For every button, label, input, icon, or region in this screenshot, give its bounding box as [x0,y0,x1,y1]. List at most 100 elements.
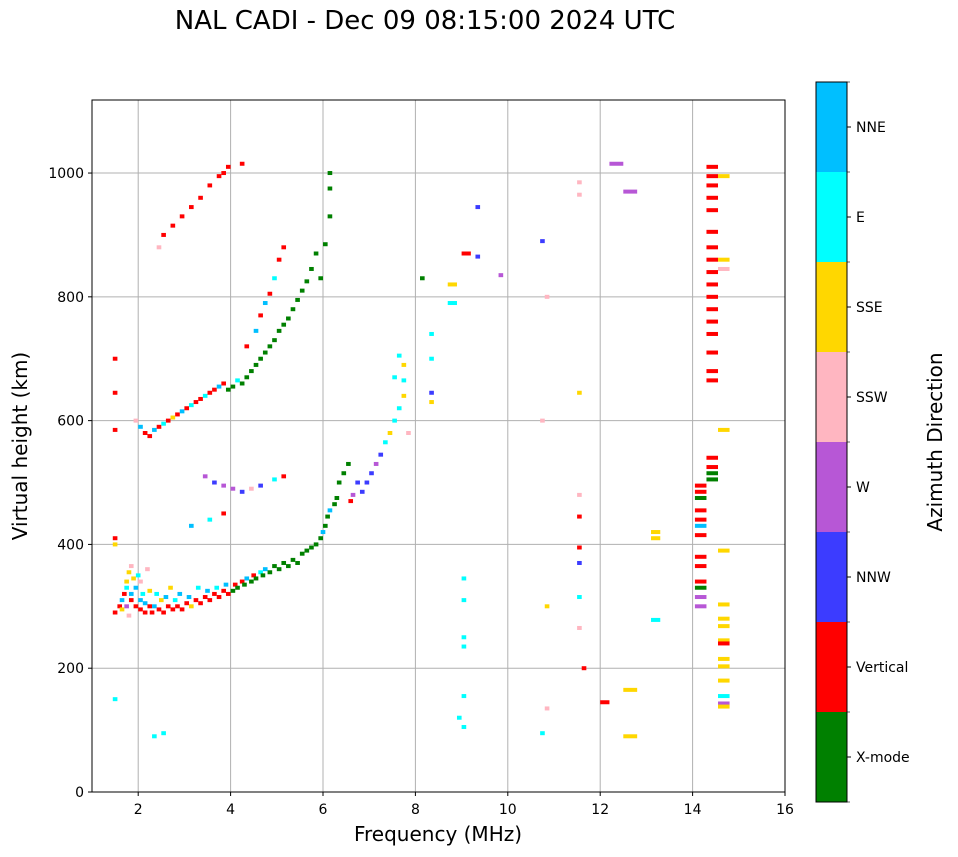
data-point-vertical [212,591,217,596]
data-point-sse [651,536,661,541]
data-point-x-mode [286,564,291,569]
data-point-x-mode [290,557,296,562]
data-point-w [373,461,379,466]
data-point-vertical [198,396,203,401]
data-point-nne [223,582,229,587]
data-point-vertical [216,174,222,179]
data-point-w [221,483,226,488]
data-point-e [154,591,159,596]
data-point-e [651,617,661,622]
data-point-sse [189,604,194,609]
data-point-sse [623,687,638,692]
data-point-ssw [577,625,582,630]
data-point-ssw [544,294,550,299]
data-point-ssw [540,418,545,423]
data-point-vertical [221,381,226,386]
data-point-vertical [706,208,719,213]
data-point-e [461,635,467,640]
data-point-e [272,477,277,482]
data-point-vertical [216,595,222,600]
data-point-vertical [221,511,226,516]
data-point-w [350,492,356,497]
data-point-vertical [694,483,707,488]
x-axis-ticks: 2 4 6 8 10 12 14 16 [134,792,794,818]
data-point-vertical [577,545,582,550]
data-point-x-mode [299,288,305,293]
data-point-x-mode [258,356,263,361]
colorbar-swatch-sse [816,262,847,352]
data-point-vertical [694,533,707,538]
data-point-e [214,585,220,590]
data-point-nne [216,384,222,389]
data-point-w [694,595,707,600]
data-point-x-mode [318,276,323,281]
data-point-vertical [170,607,176,612]
data-point-w [694,604,707,609]
data-point-sse [429,400,434,405]
data-point-vertical [694,554,707,559]
data-point-x-mode [327,214,333,219]
data-point-nne [152,604,157,609]
data-point-vertical [706,307,719,312]
data-point-x-mode [325,514,330,519]
data-point-sse [718,427,730,432]
data-point-vertical [244,344,250,349]
data-point-sse [651,530,661,535]
data-point-x-mode [262,350,268,355]
data-point-sse [131,576,136,581]
data-point-vertical [232,582,238,587]
data-point-nnw [355,480,360,485]
data-point-vertical [706,294,719,299]
data-point-x-mode [276,328,282,333]
y-tick-label: 400 [57,537,84,553]
data-point-e [401,378,407,383]
data-point-nnw [369,471,374,476]
data-point-w [609,161,624,166]
data-point-x-mode [706,471,719,476]
data-point-e [272,276,277,281]
data-point-x-mode [323,523,328,528]
grid-lines [92,100,786,793]
data-point-vertical [184,406,190,411]
data-point-x-mode [299,551,305,556]
data-point-e [429,331,434,336]
colorbar-tick-label: SSE [856,300,883,316]
data-point-sse [168,585,173,590]
data-point-vertical [161,610,166,615]
data-point-vertical [267,291,273,296]
data-point-ssw [126,613,132,618]
data-point-nne [205,588,210,593]
data-point-x-mode [253,576,259,581]
data-point-vertical [348,499,354,504]
data-point-vertical [225,591,231,596]
data-point-nnw [239,489,245,494]
data-point-e [718,694,730,699]
x-tick-label: 6 [319,802,328,818]
data-point-nne [262,301,268,306]
plot-frame [91,99,786,793]
data-point-vertical [600,700,610,705]
data-point-sse [119,607,125,612]
colorbar-tick-label: X-mode [856,750,910,766]
data-point-sse [718,548,730,553]
data-point-vertical [112,427,118,432]
data-point-sse [387,431,393,436]
data-point-vertical [198,195,203,200]
data-point-x-mode [327,186,333,191]
data-point-vertical [122,591,127,596]
data-point-x-mode [281,322,287,327]
data-point-x-mode [244,375,250,380]
data-point-ssw [133,418,139,423]
colorbar-swatch-nne [816,82,847,172]
data-point-vertical [706,350,719,355]
data-point-vertical [706,465,719,470]
data-point-sse [447,282,457,287]
data-point-w [202,474,208,479]
data-point-vertical [239,579,245,584]
data-point-x-mode [230,384,236,389]
data-point-e [152,734,157,739]
data-point-e [540,731,545,736]
y-tick-label: 200 [57,661,84,677]
data-point-e [140,591,146,596]
data-point-sse [126,570,132,575]
